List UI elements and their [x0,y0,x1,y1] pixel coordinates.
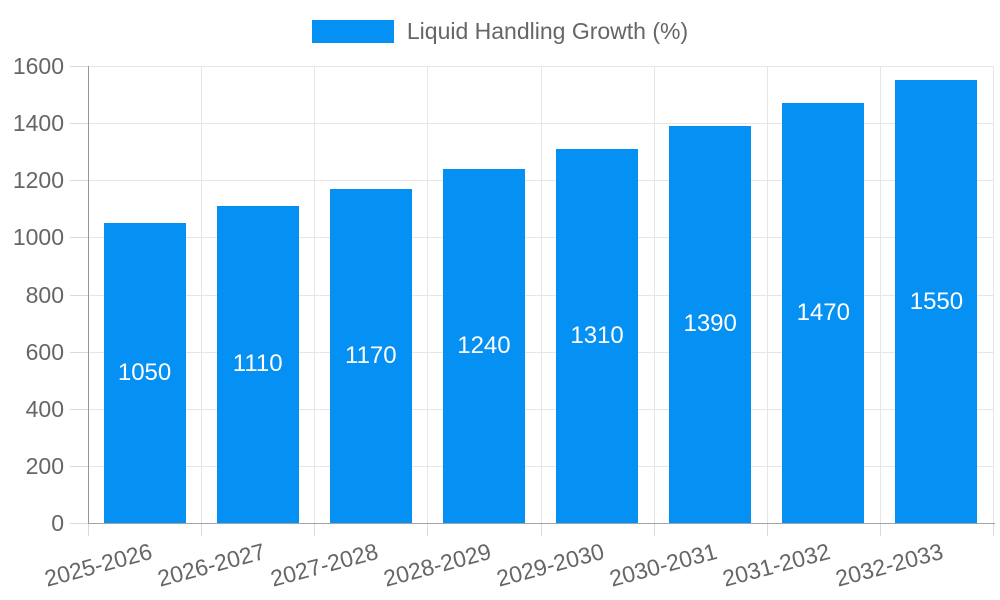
bar[interactable]: 1110 [216,205,299,523]
bar-value-label: 1550 [909,287,964,315]
x-axis-label: 2027-2028 [267,538,381,592]
x-axis-label: 2030-2031 [606,538,720,592]
x-axis-tick [879,524,881,536]
x-axis-tick [201,524,203,536]
y-axis-tick [70,180,88,182]
bar[interactable]: 1240 [442,168,525,523]
bar-value-label: 1470 [796,299,850,327]
x-axis-tick [427,524,429,536]
y-axis-label: 1600 [12,53,64,79]
y-axis-label: 1400 [12,110,64,137]
x-axis-tick [653,524,655,536]
x-axis-label: 2025-2026 [41,538,155,592]
x-axis-label: 2031-2032 [720,538,834,592]
x-axis-label: 2032-2033 [833,538,947,592]
bar[interactable]: 1310 [556,148,639,523]
y-axis-tick [70,123,88,125]
gridline-vertical [766,66,768,523]
y-axis-label: 1200 [12,167,64,194]
x-axis-tick [993,524,994,536]
x-axis-label: 2026-2027 [154,538,268,592]
legend-swatch[interactable] [311,20,394,43]
x-axis-label: 2029-2030 [493,538,607,592]
legend[interactable]: Liquid Handling Growth (%) [0,18,1000,45]
y-axis-label: 0 [51,510,64,536]
gridline-vertical [201,66,203,523]
x-axis-tick [766,524,768,536]
gridline-vertical [653,66,655,523]
y-axis-tick [70,66,88,67]
gridline-vertical [427,66,429,523]
gridline-vertical [993,66,994,523]
gridline-vertical [879,66,881,523]
gridline-vertical [540,66,542,523]
x-axis-label: 2028-2029 [380,538,494,592]
bar-value-label: 1390 [683,310,737,338]
y-axis-label: 200 [25,452,64,479]
y-axis-tick [70,465,88,467]
bar[interactable]: 1050 [103,223,186,523]
bar[interactable]: 1550 [895,80,978,523]
gridline-vertical [314,66,316,523]
x-axis-tick [540,524,542,536]
bar-value-label: 1310 [570,321,624,349]
bar-value-label: 1050 [117,359,172,387]
bar[interactable]: 1470 [782,103,865,523]
legend-label[interactable]: Liquid Handling Growth (%) [406,18,689,44]
y-axis-label: 400 [25,395,64,422]
bar-value-label: 1240 [457,331,511,359]
x-axis-tick [88,524,89,536]
y-axis-tick [70,294,88,296]
y-axis-label: 800 [25,281,64,308]
y-axis-tick [70,351,88,353]
bar[interactable]: 1170 [329,188,412,523]
x-axis-tick [314,524,316,536]
y-axis-line [88,66,89,524]
y-axis-label: 600 [25,338,64,365]
bar-value-label: 1170 [345,341,397,369]
y-axis-tick [70,408,88,410]
y-axis-tick [70,237,88,239]
plot-area: 1050 1110 1170 1240 1310 1390 1470 1550 [88,66,994,523]
bar[interactable]: 1390 [669,125,752,523]
y-axis-label: 1000 [12,224,64,251]
x-axis-line [88,523,995,524]
y-axis-tick [70,523,88,524]
bar-value-label: 1110 [232,350,283,378]
